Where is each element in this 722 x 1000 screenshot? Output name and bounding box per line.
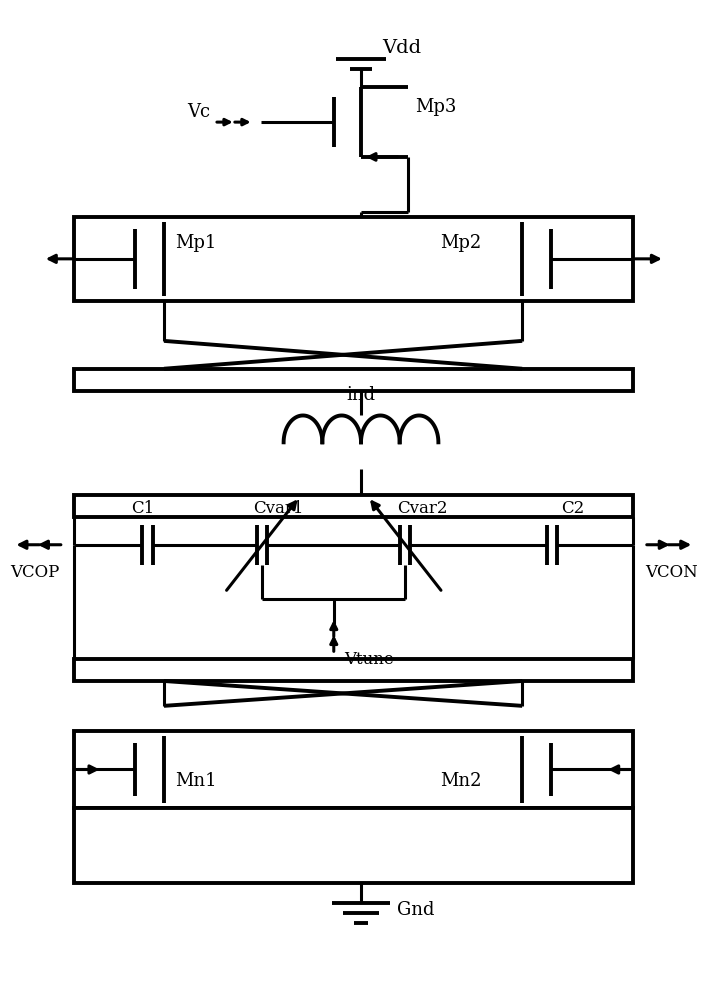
- Text: VCON: VCON: [645, 564, 697, 581]
- Text: Cvar2: Cvar2: [397, 500, 448, 517]
- Text: C2: C2: [561, 500, 584, 517]
- Text: ind: ind: [347, 386, 375, 404]
- Text: Mp1: Mp1: [175, 234, 216, 252]
- Text: Cvar1: Cvar1: [253, 500, 304, 517]
- Bar: [74, 659, 633, 681]
- Bar: [74, 369, 633, 391]
- Text: C1: C1: [131, 500, 154, 517]
- Text: Vdd: Vdd: [383, 39, 422, 57]
- Text: Mp3: Mp3: [414, 98, 456, 116]
- Bar: [74, 731, 633, 808]
- Text: Vc: Vc: [188, 103, 211, 121]
- Text: Mn1: Mn1: [175, 772, 217, 790]
- Bar: [74, 217, 633, 301]
- Text: VCOP: VCOP: [10, 564, 59, 581]
- Text: Vtune: Vtune: [344, 651, 394, 668]
- Text: Mn2: Mn2: [440, 772, 482, 790]
- Text: Mp2: Mp2: [440, 234, 481, 252]
- Bar: [74, 808, 633, 883]
- Bar: [74, 495, 633, 517]
- Text: Gnd: Gnd: [397, 901, 435, 919]
